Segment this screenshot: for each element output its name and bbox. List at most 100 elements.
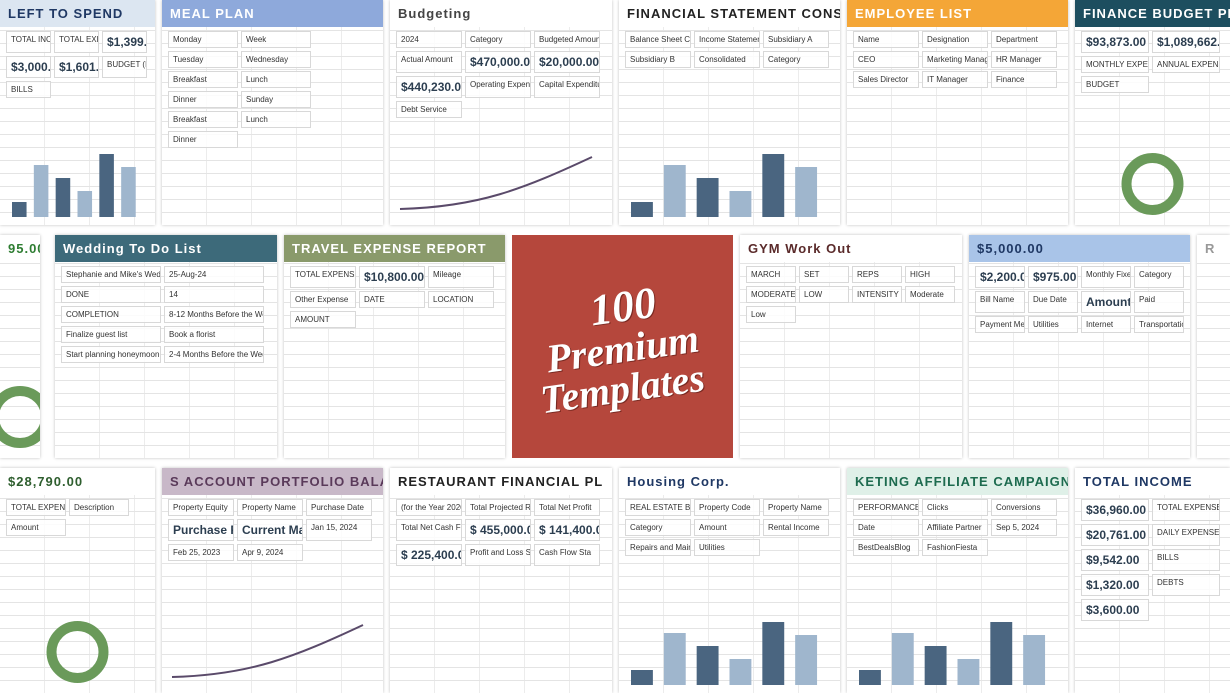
cell-text: $36,960.00 — [1081, 499, 1149, 521]
cell-text: Category — [625, 519, 691, 536]
cell-text: Consolidated — [694, 51, 760, 68]
thumbnail-body: (for the Year 2026)Total Projected Reven… — [390, 495, 612, 570]
cell-text: Total Net Cash Flow — [396, 519, 462, 541]
cell-text: Purchase Date — [306, 499, 372, 516]
cell-text: Property Name — [763, 499, 829, 516]
cell-text: Profit and Loss Statement — [465, 544, 531, 566]
cell-text: $3,000.00 — [6, 56, 51, 78]
cell-text: Current Market Value ($) — [237, 519, 303, 541]
cell-text: Operating Expenses — [465, 76, 531, 98]
cell-text: $20,761.00 — [1081, 524, 1149, 546]
cell-text: Amount ($) — [1081, 291, 1131, 313]
cell-text: IT Manager — [922, 71, 988, 88]
cell-text: Affiliate Partner — [922, 519, 988, 536]
thumbnail-body — [1197, 262, 1230, 270]
cell-text: $ 225,400.00 — [396, 544, 462, 566]
cell-text: Subsidiary A — [763, 31, 829, 48]
cell-text: DATE — [359, 291, 425, 308]
thumbnail-body: MARCH SET REPS HIGH MODERATE LOW INTENSITY Mode… — [740, 262, 962, 327]
cell-text: DAILY EXPENSES — [1152, 524, 1220, 546]
thumbnail-body: $93,873.00$1,089,662.00MONTHLY EXPENSE P… — [1075, 27, 1230, 97]
cell-text: TOTAL EXPENSE AMOUNT — [6, 499, 66, 516]
decoration — [399, 156, 593, 210]
thumbnail-title: GYM Work Out — [740, 235, 962, 262]
cell-text: Apr 9, 2024 — [237, 544, 303, 561]
cell-text: ANNUAL EXPENSE PROJECTION — [1152, 56, 1220, 73]
cell-text: PERFORMANCE TRACKER — [853, 499, 919, 516]
thumbnail-title: TOTAL INCOME — [1075, 468, 1230, 495]
cell-text: MODERATE — [746, 286, 796, 303]
thumbnail-body: TOTAL INCOMETOTAL EXPENSES$1,399.00 $3,00… — [0, 27, 155, 102]
cell-text: Category — [465, 31, 531, 48]
cell-text: Book a florist — [164, 326, 264, 343]
cell-text: $93,873.00 — [1081, 31, 1149, 53]
cell-text: Breakfast — [168, 111, 238, 128]
cell-text: Monday — [168, 31, 238, 48]
cell-text: Date — [853, 519, 919, 536]
thumbnail-title: S ACCOUNT PORTFOLIO BALANCE SH — [162, 468, 383, 495]
cell-text: Total Projected Revenue — [465, 499, 531, 516]
cell-text: Budgeted Amount — [534, 31, 600, 48]
cell-text: Start planning honeymoon — [61, 346, 161, 363]
cell-text: Low — [746, 306, 796, 323]
decoration — [1121, 153, 1184, 215]
cell-text: Amount — [694, 519, 760, 536]
thumbnail-body: Stephanie and Mike's Wedding25-Aug-24DON… — [55, 262, 277, 367]
template-thumbnail: MEAL PLAN Monday Week Tuesday Wednesday Break… — [162, 0, 383, 225]
cell-text: MARCH — [746, 266, 796, 283]
cell-text: Name — [853, 31, 919, 48]
cell-text: $1,399.00 — [102, 31, 147, 53]
cell-text: Week — [241, 31, 311, 48]
thumbnail-body: Monday Week Tuesday Wednesday Breakfast Lunch… — [162, 27, 383, 152]
cell-text: Income Statement Consolidation — [694, 31, 760, 48]
thumbnail-title: $28,790.00 — [0, 468, 155, 495]
cell-text: Dinner — [168, 131, 238, 148]
cell-text: Sep 5, 2024 — [991, 519, 1057, 536]
cell-text: TOTAL EXPENSE: — [290, 266, 356, 288]
thumbnail-title: Wedding To Do List — [55, 235, 277, 262]
thumbnail-title: LEFT TO SPEND — [0, 0, 155, 27]
cell-text: HR Manager — [991, 51, 1057, 68]
cell-text: Repairs and Maintenance — [625, 539, 691, 556]
cell-text: Category — [763, 51, 829, 68]
cell-text: Balance Sheet Consolidation — [625, 31, 691, 48]
cell-text: Utilities — [694, 539, 760, 556]
cell-text: BUDGET — [1081, 76, 1149, 93]
cell-text: Category — [1134, 266, 1184, 288]
cell-text: 2024 — [396, 31, 462, 48]
thumbnail-title: 95.00 — [0, 235, 40, 262]
cell-text: Description — [69, 499, 129, 516]
decoration — [631, 154, 818, 217]
cell-text: Dinner — [168, 91, 238, 108]
cell-text: Wednesday — [241, 51, 311, 68]
cell-text: Sunday — [241, 91, 311, 108]
thumbnail-title: R — [1197, 235, 1230, 262]
cell-text: Lunch — [241, 71, 311, 88]
cell-text: Amount — [6, 519, 66, 536]
cell-text: Capital Expenditure — [534, 76, 600, 98]
decoration — [46, 621, 109, 683]
cell-text: MONTHLY EXPENSE PROJECTION — [1081, 56, 1149, 73]
template-thumbnail: EMPLOYEE LIST Name Designation Department CE… — [847, 0, 1068, 225]
cell-text: Actual Amount — [396, 51, 462, 73]
cell-text: Property Code — [694, 499, 760, 516]
cell-text: LOW — [799, 286, 849, 303]
thumbnail-title: TRAVEL EXPENSE REPORT — [284, 235, 505, 262]
cell-text: Conversions — [991, 499, 1057, 516]
cell-text: SET — [799, 266, 849, 283]
cell-text: INTENSITY — [852, 286, 902, 303]
cell-text: BILLS — [6, 81, 51, 98]
template-thumbnail: Wedding To Do List Stephanie and Mike's W… — [55, 235, 277, 458]
cell-text: TOTAL EXPENSES — [1152, 499, 1220, 521]
template-thumbnail: TRAVEL EXPENSE REPORT TOTAL EXPENSE: $10,8… — [284, 235, 505, 458]
cell-text: 14 — [164, 286, 264, 303]
cell-text: $ 141,400.00 — [534, 519, 600, 541]
cell-text: Transportation — [1134, 316, 1184, 333]
thumbnail-title: Budgeting — [390, 0, 612, 27]
template-thumbnail: GYM Work Out MARCH SET REPS HIGH MODERATE LOW I… — [740, 235, 962, 458]
cell-text: Total Net Profit — [534, 499, 600, 516]
thumbnail-title: EMPLOYEE LIST — [847, 0, 1068, 27]
